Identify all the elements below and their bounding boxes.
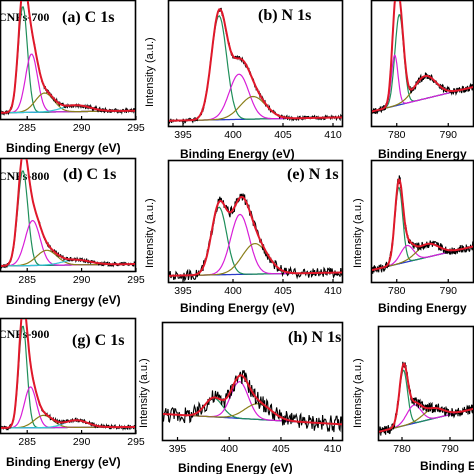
plot-d: 285 290 295 [0, 157, 145, 286]
plot-frame-b [167, 0, 344, 128]
x-tick-label-d-285: 285 [18, 274, 36, 286]
x-tick-label-a-295: 295 [127, 122, 145, 134]
x-tick-label-h-410: 410 [324, 443, 342, 455]
x-axis-label-h: Binding Energy (eV) [178, 461, 293, 474]
plot-b: 395 400 405 410 [167, 0, 344, 141]
x-tick-label-a-285: 285 [18, 122, 36, 134]
x-axis-label-e: Binding Energy (eV) [180, 301, 295, 315]
plot-g: 285 290 295 [0, 317, 145, 448]
plot-frame-d [0, 157, 137, 273]
component-peak-d-1 [1, 170, 135, 267]
panel-c: Binding Energy [378, 147, 467, 161]
plot-h: 395 400 405 410 [161, 321, 344, 455]
x-tick-label-b-410: 410 [324, 129, 342, 141]
x-tick-label-e-410: 410 [324, 285, 342, 297]
fitted-envelope-a [1, 1, 135, 114]
x-tick-label-c-790: 790 [439, 129, 457, 141]
x-tick-label-i-780: 780 [393, 443, 411, 455]
fitted-envelope-h [163, 374, 342, 426]
y-axis-label-e: Intensity (a.u.) [144, 198, 156, 268]
plot-i: 780 790 [377, 325, 474, 455]
plot-e: 395 400 405 410 [167, 159, 344, 297]
x-axis-label-f: Binding Energy [378, 301, 467, 315]
y-axis-label-i: Intensity (a.u.) [352, 358, 364, 428]
panel-title-a: (a) C 1s [62, 9, 114, 26]
x-tick-label-b-395: 395 [174, 129, 192, 141]
fitted-envelope-i [379, 362, 473, 433]
x-axis-label-d: Binding Energy (eV) [6, 293, 121, 307]
component-peak-i-1 [379, 369, 473, 433]
x-tick-label-e-400: 400 [224, 285, 242, 297]
x-tick-label-b-400: 400 [224, 129, 242, 141]
x-axis-label-c: Binding Energy [378, 147, 467, 161]
panel-a: CNFs-700 (a) C 1s Binding Energy (eV) [0, 9, 121, 155]
panel-e: (e) N 1s Intensity (a.u.) Binding Energy… [144, 166, 339, 315]
fitted-envelope-g [1, 319, 135, 429]
plot-a: 285 290 295 [0, 0, 145, 134]
panel-title-g: (g) C 1s [72, 332, 124, 349]
x-tick-label-i-790: 790 [441, 443, 459, 455]
x-tick-label-g-295: 295 [127, 436, 145, 448]
plot-c: 780 790 [370, 0, 474, 141]
component-peak-c-1 [372, 13, 473, 113]
plot-frame-e [167, 159, 344, 284]
x-tick-label-h-395: 395 [169, 443, 187, 455]
x-axis-label-g: Binding Energy (eV) [6, 455, 121, 469]
experimental-data-h [163, 370, 342, 433]
y-axis-label-b: Intensity (a.u.) [144, 37, 156, 107]
x-axis-label-i: Binding Energ [420, 459, 474, 473]
panel-b: (b) N 1s Intensity (a.u.) Binding Energy… [144, 7, 311, 161]
x-tick-label-f-790: 790 [439, 285, 457, 297]
x-tick-label-g-285: 285 [18, 436, 36, 448]
x-tick-label-e-395: 395 [174, 285, 192, 297]
experimental-data-b [169, 7, 342, 125]
x-tick-label-h-400: 400 [220, 443, 238, 455]
x-axis-label-a: Binding Energy (eV) [6, 141, 121, 155]
experimental-data-i [379, 361, 473, 436]
panel-title-d: (d) C 1s [63, 166, 116, 183]
fitted-envelope-e [169, 195, 342, 277]
x-tick-label-f-780: 780 [388, 285, 406, 297]
x-tick-label-d-295: 295 [127, 274, 145, 286]
fitted-envelope-b [169, 8, 342, 122]
plot-frame-g [0, 317, 137, 435]
x-tick-label-b-405: 405 [274, 129, 292, 141]
panel-h: (h) N 1s Intensity (a.u.) Binding Energy… [138, 329, 341, 474]
panel-title-b: (b) N 1s [258, 7, 311, 24]
x-tick-label-a-290: 290 [73, 122, 91, 134]
x-tick-label-c-780: 780 [388, 129, 406, 141]
fitted-envelope-c [372, 1, 473, 113]
component-peak-e-1 [169, 206, 342, 277]
x-tick-label-e-405: 405 [274, 285, 292, 297]
x-axis-label-b: Binding Energy (eV) [180, 147, 295, 161]
y-axis-label-h: Intensity (a.u.) [138, 358, 150, 428]
plot-frame-h [161, 321, 344, 442]
panel-i: Intensity (a.u.) Binding Energ [352, 358, 474, 473]
experimental-data-c [372, 1, 473, 115]
component-peak-b-1 [169, 14, 342, 122]
fitted-envelope-f [372, 177, 473, 272]
panel-title-h: (h) N 1s [288, 329, 341, 346]
x-tick-label-g-290: 290 [73, 436, 91, 448]
panel-f: Intensity (a.u.) Binding Energy [352, 198, 467, 315]
plot-f: 780 790 [370, 159, 474, 297]
x-tick-label-d-290: 290 [73, 274, 91, 286]
y-axis-label-f: Intensity (a.u.) [352, 198, 364, 268]
panel-title-e: (e) N 1s [287, 166, 339, 183]
fitted-envelope-d [1, 159, 135, 267]
experimental-data-e [169, 193, 342, 282]
experimental-data-f [372, 175, 473, 274]
x-tick-label-h-405: 405 [272, 443, 290, 455]
plot-frame-i [377, 325, 474, 442]
experimental-data-d [1, 159, 135, 269]
plot-frame-a [0, 0, 137, 121]
